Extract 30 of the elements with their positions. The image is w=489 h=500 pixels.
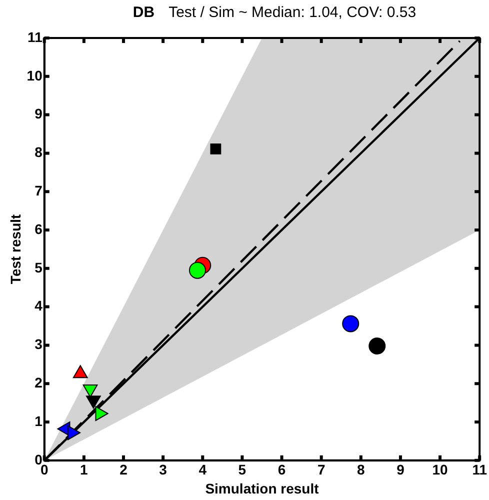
x-tick-label: 8 xyxy=(357,462,366,478)
y-tick-label: 3 xyxy=(34,336,43,352)
y-tick-label: 7 xyxy=(34,182,43,198)
y-tick-label: 1 xyxy=(34,412,43,429)
x-tick-label: 3 xyxy=(159,462,168,478)
x-tick-label: 2 xyxy=(120,462,128,478)
y-tick-label: 8 xyxy=(34,144,43,160)
chart-title: DB xyxy=(132,4,155,21)
x-tick-label: 11 xyxy=(472,462,488,478)
x-tick-label: 1 xyxy=(80,462,88,478)
point xyxy=(342,315,360,332)
x-tick-label: 10 xyxy=(432,462,448,478)
y-tick-label: 9 xyxy=(34,106,43,122)
y-tick-label: 10 xyxy=(26,67,43,84)
x-tick-label: 9 xyxy=(396,462,405,478)
y-tick-label: 6 xyxy=(34,220,43,237)
x-tick-label: 6 xyxy=(278,462,286,478)
y-tick-label: 4 xyxy=(34,298,43,314)
x-tick-label: 7 xyxy=(317,462,326,478)
x-tick-label: 5 xyxy=(238,462,246,478)
y-tick-label: 11 xyxy=(28,28,43,45)
x-axis-title: Simulation result xyxy=(205,480,320,496)
point xyxy=(210,144,222,154)
y-tick-label: 2 xyxy=(34,374,43,390)
point xyxy=(368,337,386,354)
y-tick-label: 5 xyxy=(34,259,43,276)
y-axis-title: Test result xyxy=(7,214,24,284)
point xyxy=(188,262,206,279)
x-tick-label: 4 xyxy=(198,462,207,478)
chart-subtitle: Test / Sim ~ Median: 1.04, COV: 0.53 xyxy=(168,4,416,21)
